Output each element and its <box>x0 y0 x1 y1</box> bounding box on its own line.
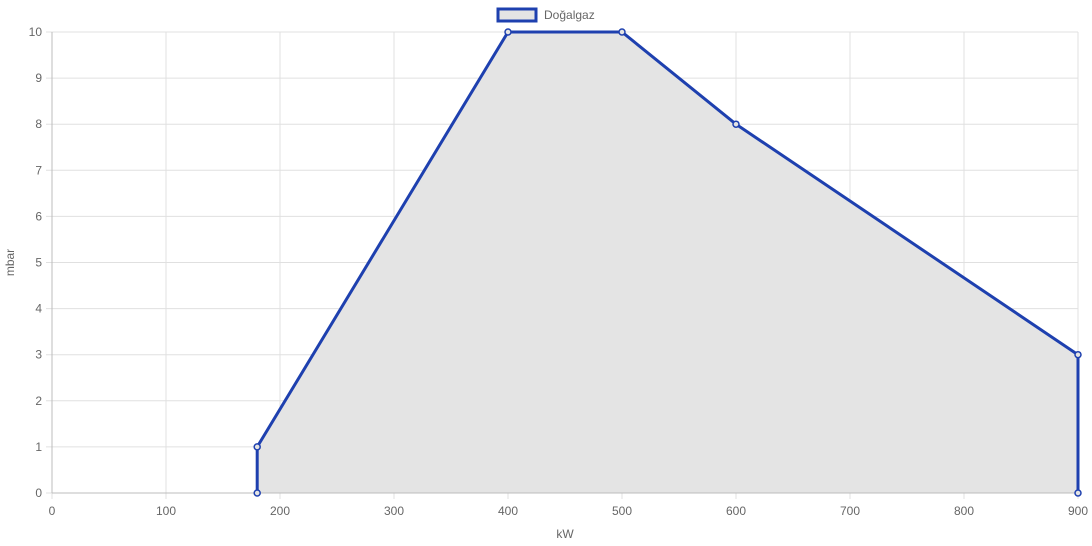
data-point[interactable] <box>732 120 740 128</box>
series-area <box>257 32 1078 493</box>
y-tick-label: 4 <box>35 302 42 316</box>
series-area-fill <box>257 32 1078 493</box>
x-tick-label: 900 <box>1068 504 1088 518</box>
y-tick-label: 8 <box>35 117 42 131</box>
y-tick-label: 0 <box>35 486 42 500</box>
y-tick-label: 6 <box>35 209 42 223</box>
y-tick-label: 2 <box>35 394 42 408</box>
x-tick-label: 400 <box>498 504 518 518</box>
x-tick-label: 700 <box>840 504 860 518</box>
x-tick-label: 500 <box>612 504 632 518</box>
y-tick-label: 3 <box>35 348 42 362</box>
tick-labels: 0 100 200 300 400 500 600 700 800 900 0 1 2 3 4 5 6 7 8 9 10 <box>29 25 1089 518</box>
data-point[interactable] <box>618 28 626 36</box>
x-tick-label: 200 <box>270 504 290 518</box>
x-tick-label: 800 <box>954 504 974 518</box>
data-point[interactable] <box>1074 350 1082 359</box>
y-tick-label: 10 <box>29 25 43 39</box>
legend[interactable]: Doğalgaz <box>496 7 595 23</box>
axes <box>51 32 1078 494</box>
x-tick-label: 100 <box>156 504 176 518</box>
y-axis-title: mbar <box>3 249 17 276</box>
x-tick-label: 0 <box>49 504 56 518</box>
x-tick-label: 300 <box>384 504 404 518</box>
data-point[interactable] <box>504 28 512 36</box>
series-points <box>253 28 1082 497</box>
legend-swatch[interactable] <box>496 7 538 23</box>
y-tick-label: 1 <box>35 440 42 454</box>
y-tick-label: 9 <box>35 71 42 85</box>
x-tick-label: 600 <box>726 504 746 518</box>
y-tick-label: 7 <box>35 163 42 177</box>
data-point[interactable] <box>1074 489 1082 497</box>
y-tick-label: 5 <box>35 256 42 270</box>
data-point[interactable] <box>253 489 261 497</box>
x-axis-title: kW <box>556 527 574 541</box>
data-point[interactable] <box>253 443 261 451</box>
legend-label[interactable]: Doğalgaz <box>544 8 595 22</box>
